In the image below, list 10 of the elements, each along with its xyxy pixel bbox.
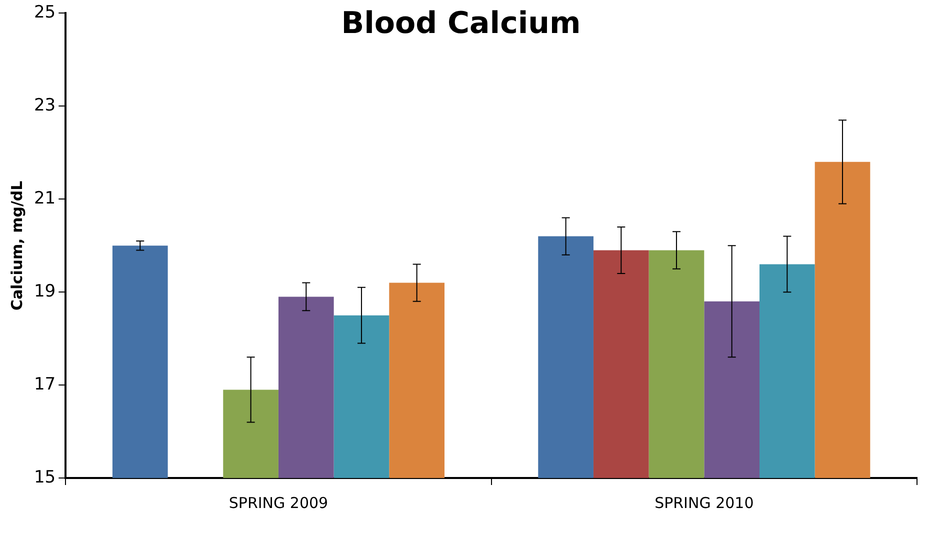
y-tick-label: 21 (34, 188, 56, 209)
y-tick-label: 17 (34, 374, 56, 394)
x-tick-label: SPRING 2010 (654, 494, 754, 512)
y-tick-label: 15 (34, 467, 56, 488)
y-tick-label: 19 (34, 282, 56, 302)
y-axis-title: Calcium, mg/dL (8, 180, 26, 310)
x-tick-label: SPRING 2009 (228, 494, 328, 512)
chart-title: Blood Calcium (341, 6, 581, 41)
y-tick-label: 25 (34, 2, 56, 23)
y-tick-label: 23 (34, 96, 56, 116)
